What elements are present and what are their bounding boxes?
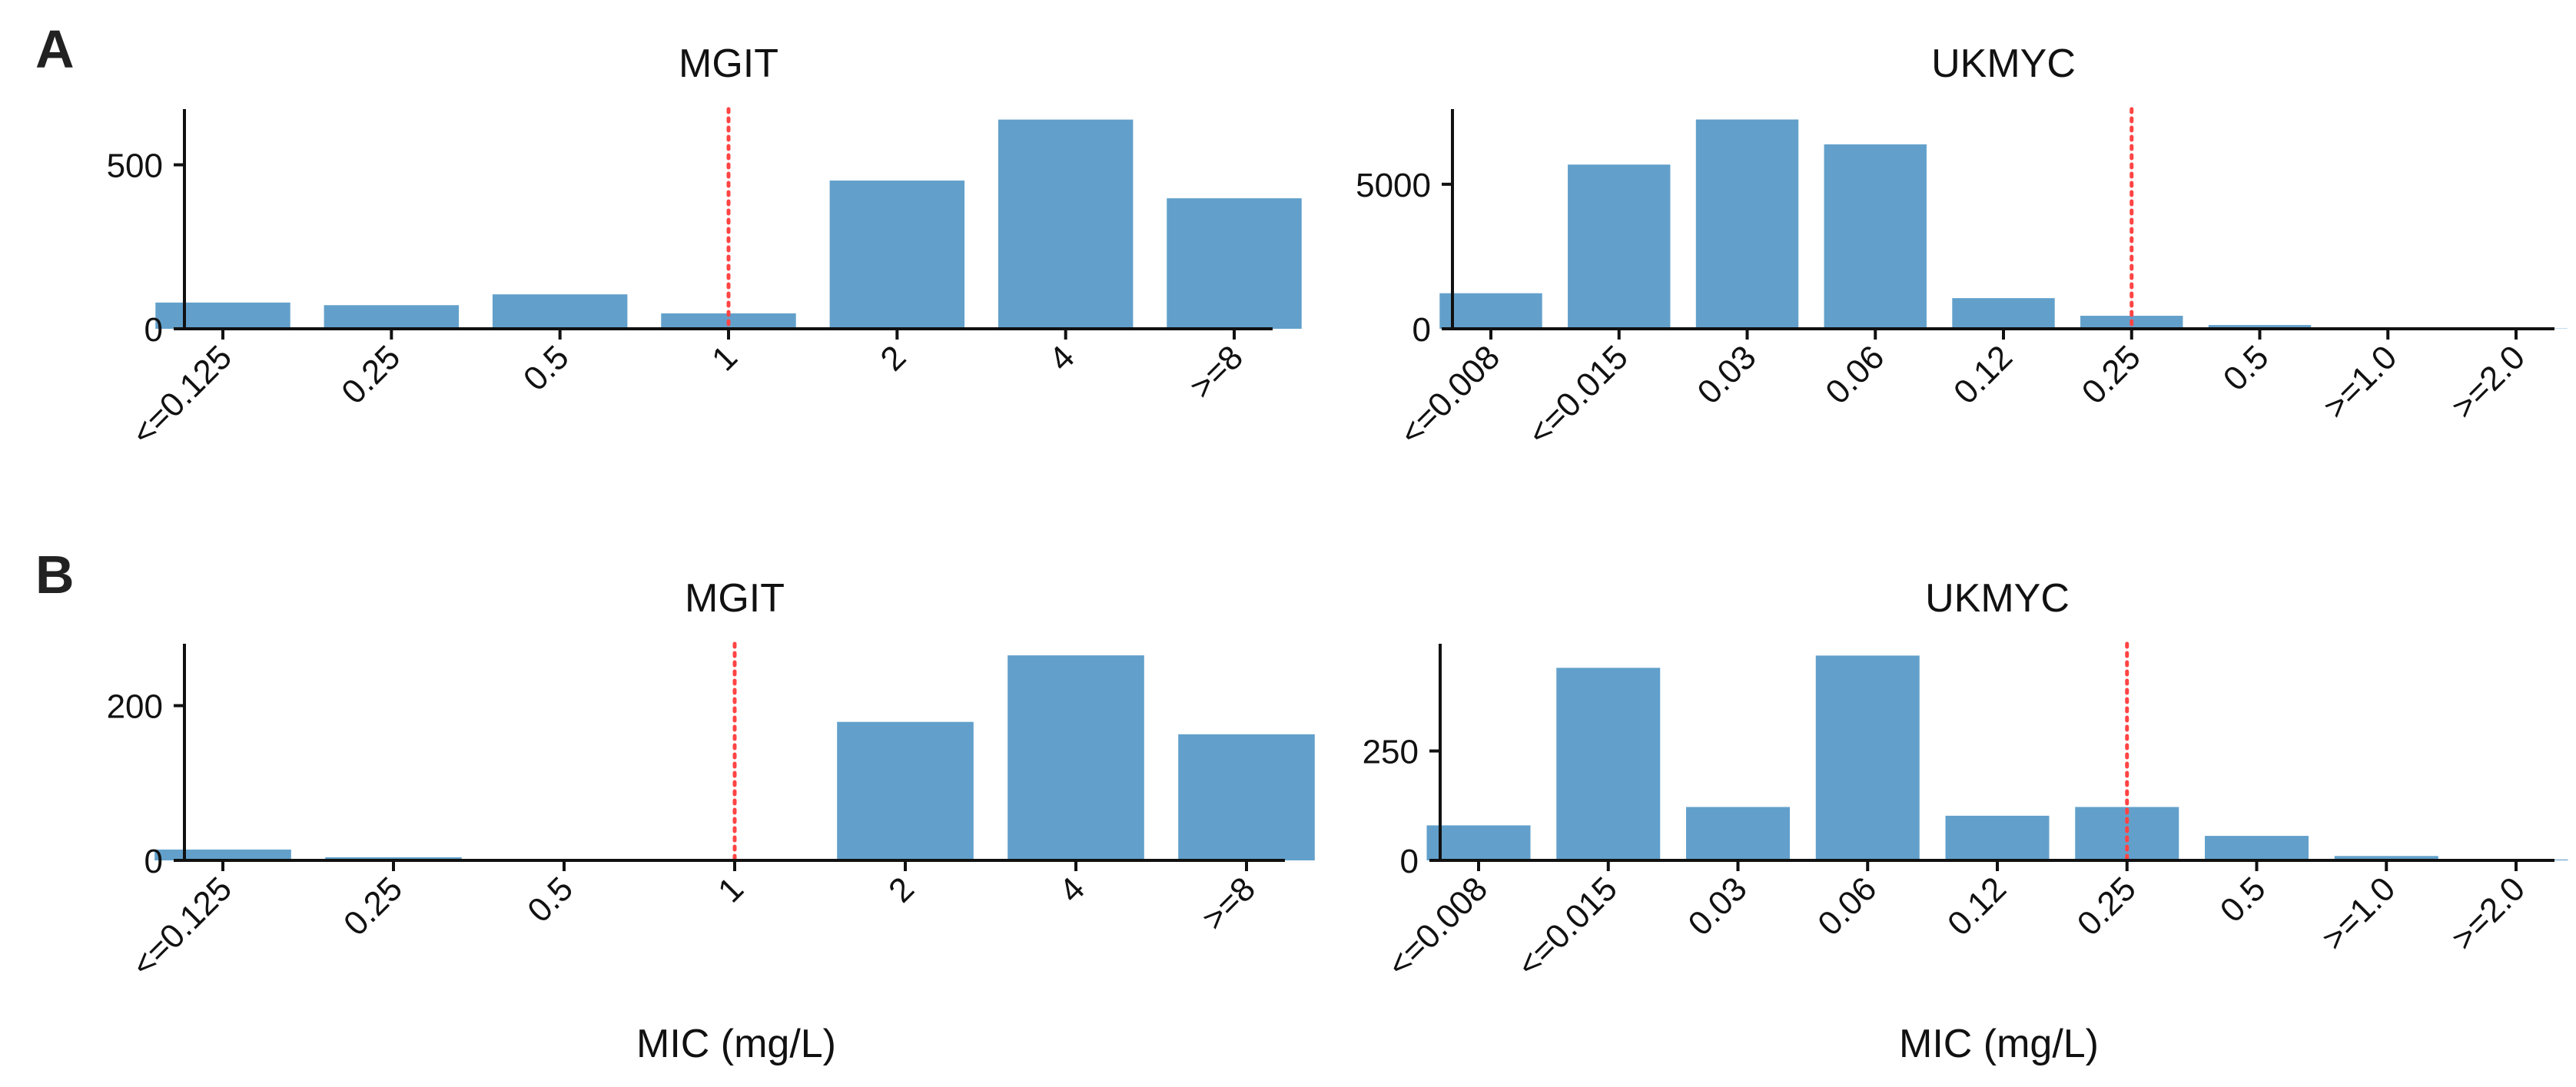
x-tick-label: 0.03 bbox=[1681, 870, 1754, 943]
x-tick-label: >=2.0 bbox=[2445, 870, 2532, 957]
x-tick-label: 0.25 bbox=[2075, 338, 2148, 411]
x-tick-label: 2 bbox=[873, 338, 913, 378]
bar bbox=[1568, 164, 1671, 329]
x-tick-label: 4 bbox=[1042, 338, 1082, 378]
panel-label-a: A bbox=[35, 19, 75, 79]
bar bbox=[324, 305, 460, 329]
bar bbox=[1695, 119, 1799, 329]
bar bbox=[492, 294, 628, 329]
x-tick-label: >=8 bbox=[1195, 870, 1263, 937]
bar bbox=[325, 857, 462, 860]
x-tick-label: 0.12 bbox=[1947, 338, 2020, 411]
bar bbox=[1426, 825, 1531, 860]
x-tick-label: 0.25 bbox=[2070, 870, 2143, 943]
chart-title: UKMYC bbox=[1925, 576, 2070, 621]
x-tick-label: 0.5 bbox=[520, 870, 580, 930]
chart-panel-3: MGIT 0 200 <=0.125 0.25 0.5 1 2 4 >=8 MIC (mg/L) bbox=[107, 576, 1315, 1066]
bar bbox=[998, 119, 1134, 329]
bar bbox=[2334, 856, 2438, 860]
y-tick-label: 0 bbox=[144, 311, 163, 349]
x-tick-label: 0.06 bbox=[1818, 338, 1891, 411]
bar bbox=[1178, 734, 1315, 860]
x-tick-label: 0.5 bbox=[2213, 870, 2273, 930]
y-tick-label: 0 bbox=[144, 843, 163, 880]
x-tick-label: 4 bbox=[1052, 870, 1092, 910]
bar bbox=[2208, 325, 2312, 329]
x-axis-label: MIC (mg/L) bbox=[636, 1022, 836, 1066]
x-tick-label: <=0.015 bbox=[1510, 870, 1625, 984]
bar bbox=[1945, 815, 2050, 860]
y-tick-label: 0 bbox=[1412, 311, 1431, 349]
x-tick-label: 1 bbox=[705, 338, 745, 378]
bar bbox=[1824, 144, 1927, 329]
x-tick-label: >=8 bbox=[1183, 338, 1250, 406]
x-tick-label: 0.25 bbox=[337, 870, 410, 943]
bar bbox=[829, 181, 965, 329]
bar bbox=[1439, 293, 1542, 329]
x-tick-label: <=0.015 bbox=[1521, 338, 1635, 452]
bar bbox=[1556, 668, 1661, 860]
x-tick-label: <=0.125 bbox=[124, 338, 239, 452]
x-tick-label: >=2.0 bbox=[2445, 338, 2532, 426]
x-tick-label: 0.03 bbox=[1690, 338, 1763, 411]
bar bbox=[1167, 198, 1302, 329]
y-tick-label: 250 bbox=[1363, 734, 1419, 771]
x-tick-label: 0.5 bbox=[516, 338, 576, 398]
bar bbox=[1815, 655, 1920, 860]
y-tick-label: 200 bbox=[107, 688, 163, 726]
chart-panel-1: MGIT 0 500 <=0.125 0.25 0.5 1 2 4 >=8 bbox=[107, 41, 1302, 452]
x-tick-label: <=0.125 bbox=[124, 870, 239, 984]
chart-title: MGIT bbox=[679, 41, 778, 86]
chart-panel-4: UKMYC 0 250 <=0.008 <=0.015 0.03 0.06 0.12 0.25 0… bbox=[1363, 576, 2568, 1066]
x-tick-label: 1 bbox=[711, 870, 751, 910]
x-tick-label: 2 bbox=[881, 870, 921, 910]
bar bbox=[837, 721, 974, 860]
bar bbox=[2075, 807, 2179, 860]
panel-label-b: B bbox=[35, 545, 75, 605]
bar bbox=[1952, 298, 2055, 329]
x-tick-label: <=0.008 bbox=[1393, 338, 1507, 452]
y-tick-label: 500 bbox=[107, 147, 163, 185]
x-axis-label: MIC (mg/L) bbox=[1899, 1022, 2099, 1066]
bar bbox=[155, 302, 290, 329]
x-tick-label: <=0.008 bbox=[1380, 870, 1495, 984]
x-tick-label: 0.25 bbox=[334, 338, 407, 411]
x-tick-label: >=1.0 bbox=[2315, 870, 2402, 957]
chart-title: UKMYC bbox=[1931, 41, 2076, 86]
x-tick-label: 0.5 bbox=[2216, 338, 2276, 398]
x-tick-label: >=1.0 bbox=[2316, 338, 2404, 426]
x-tick-label: 0.12 bbox=[1940, 870, 2013, 943]
y-tick-label: 0 bbox=[1400, 843, 1419, 880]
x-tick-label: 0.06 bbox=[1811, 870, 1884, 943]
bar bbox=[1686, 807, 1790, 860]
bar bbox=[1007, 655, 1144, 860]
y-tick-label: 5000 bbox=[1356, 167, 1431, 204]
bar bbox=[2205, 836, 2309, 860]
chart-title: MGIT bbox=[685, 576, 785, 621]
chart-panel-2: UKMYC 0 5000 <=0.008 <=0.015 0.03 0.06 0.12 0.25… bbox=[1356, 41, 2568, 452]
bar bbox=[154, 849, 291, 860]
